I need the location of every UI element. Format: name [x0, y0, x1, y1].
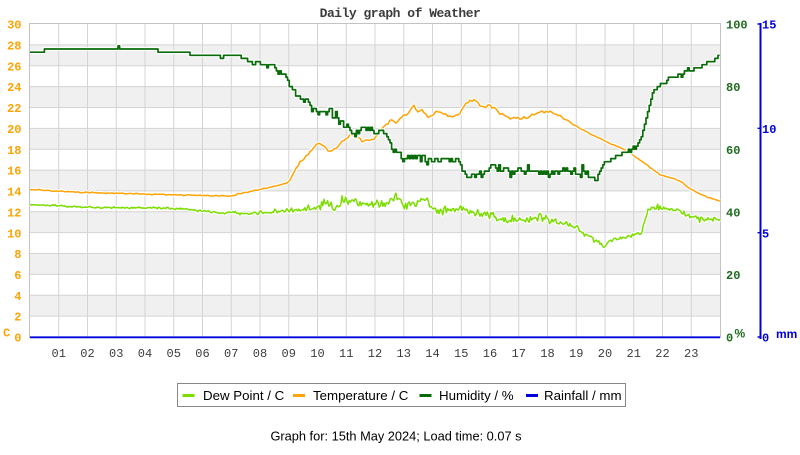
svg-text:07: 07: [224, 347, 238, 361]
svg-text:Temperature / C: Temperature / C: [313, 388, 409, 403]
svg-text:11: 11: [339, 347, 353, 361]
svg-text:03: 03: [109, 347, 123, 361]
svg-text:20: 20: [7, 123, 21, 137]
svg-text:60: 60: [726, 144, 740, 158]
svg-text:16: 16: [7, 165, 21, 179]
svg-text:21: 21: [627, 347, 641, 361]
svg-text:4: 4: [14, 290, 21, 304]
svg-text:16: 16: [483, 347, 497, 361]
svg-text:100: 100: [726, 19, 748, 33]
svg-text:0: 0: [726, 332, 733, 346]
svg-text:40: 40: [726, 206, 740, 220]
svg-text:01: 01: [52, 347, 66, 361]
svg-text:C: C: [3, 327, 10, 341]
svg-text:22: 22: [7, 102, 21, 116]
svg-text:02: 02: [80, 347, 94, 361]
svg-text:Dew Point / C: Dew Point / C: [203, 388, 285, 403]
svg-text:06: 06: [195, 347, 209, 361]
svg-text:09: 09: [282, 347, 296, 361]
svg-text:15: 15: [762, 19, 776, 33]
svg-text:0: 0: [14, 332, 21, 346]
svg-text:05: 05: [167, 347, 181, 361]
svg-text:17: 17: [512, 347, 526, 361]
svg-text:12: 12: [7, 206, 21, 220]
svg-text:2: 2: [14, 311, 21, 325]
svg-text:6: 6: [14, 269, 21, 283]
svg-text:23: 23: [684, 347, 698, 361]
svg-text:30: 30: [7, 19, 21, 33]
svg-text:Graph for: 15th May 2024; Load: Graph for: 15th May 2024; Load time: 0.0…: [270, 429, 521, 444]
svg-text:26: 26: [7, 60, 21, 74]
svg-text:Daily graph of Weather: Daily graph of Weather: [320, 6, 481, 21]
svg-text:20: 20: [598, 347, 612, 361]
svg-text:80: 80: [726, 81, 740, 95]
svg-text:08: 08: [253, 347, 267, 361]
svg-text:28: 28: [7, 40, 21, 54]
svg-text:19: 19: [569, 347, 583, 361]
svg-text:13: 13: [397, 347, 411, 361]
svg-text:0: 0: [762, 332, 769, 346]
svg-text:%: %: [735, 327, 746, 341]
svg-text:24: 24: [7, 81, 21, 95]
svg-text:mm: mm: [776, 327, 797, 341]
svg-text:10: 10: [762, 123, 776, 137]
svg-text:18: 18: [540, 347, 554, 361]
svg-text:20: 20: [726, 269, 740, 283]
svg-text:22: 22: [655, 347, 669, 361]
svg-text:Humidity / %: Humidity / %: [439, 388, 514, 403]
svg-text:8: 8: [14, 248, 21, 262]
svg-text:18: 18: [7, 144, 21, 158]
svg-text:12: 12: [368, 347, 382, 361]
svg-text:10: 10: [310, 347, 324, 361]
svg-text:04: 04: [138, 347, 152, 361]
svg-text:10: 10: [7, 227, 21, 241]
svg-text:15: 15: [454, 347, 468, 361]
svg-text:14: 14: [7, 186, 21, 200]
svg-text:Rainfall / mm: Rainfall / mm: [544, 388, 622, 403]
svg-text:14: 14: [425, 347, 439, 361]
svg-text:5: 5: [762, 227, 769, 241]
